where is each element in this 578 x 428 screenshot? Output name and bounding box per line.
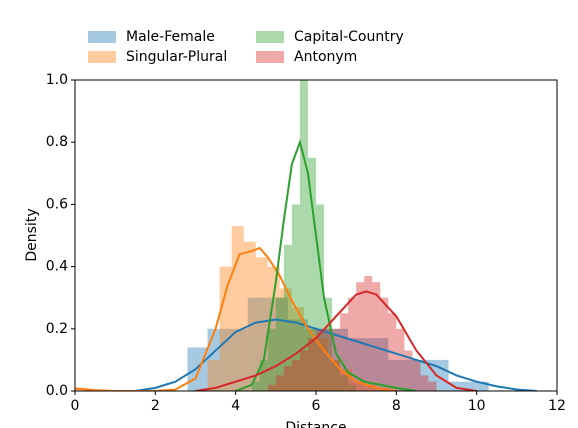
hist-bar (307, 328, 329, 391)
hist-bar (291, 204, 300, 391)
hist-bar (207, 359, 220, 391)
hist-bar (420, 375, 429, 391)
hist-bar (372, 282, 381, 391)
x-tick-label: 4 (231, 398, 240, 414)
y-tick-label: 1.0 (46, 72, 68, 88)
hist-bar (275, 297, 284, 391)
hist-bar (364, 275, 373, 391)
hist-bar (348, 338, 369, 391)
hist-bar (299, 80, 308, 391)
hist-bar (348, 384, 357, 391)
plot-area (75, 80, 537, 391)
x-tick-label: 0 (71, 398, 80, 414)
y-tick-label: 0.8 (46, 134, 68, 150)
x-tick-label: 2 (151, 398, 160, 414)
hist-bar (219, 266, 232, 391)
hist-bar (412, 359, 421, 391)
hist-bar (368, 338, 389, 391)
x-tick-label: 10 (468, 398, 486, 414)
hist-bar (307, 338, 316, 391)
legend-swatch (88, 51, 116, 63)
hist-bar (299, 350, 308, 391)
hist-bar (348, 297, 357, 391)
hist-bar (468, 381, 489, 391)
y-tick-label: 0.0 (46, 383, 68, 399)
x-tick-label: 12 (548, 398, 566, 414)
x-axis-label: Distance (285, 420, 346, 428)
hist-bar (316, 204, 325, 391)
hist-bar (364, 384, 377, 391)
legend-label: Capital-Country (294, 29, 404, 45)
kde-line (195, 290, 477, 391)
hist-bar (291, 359, 300, 391)
x-tick-label: 8 (392, 398, 401, 414)
kde-line (75, 246, 397, 391)
hist-bar (408, 359, 429, 391)
hist-bar (328, 359, 341, 391)
x-tick-label: 6 (312, 398, 321, 414)
hist-bar (283, 366, 292, 391)
hist-bar (267, 328, 276, 391)
hist-bar (396, 328, 405, 391)
hist-bar (267, 384, 276, 391)
hist-bar (404, 350, 413, 391)
hist-bar (227, 328, 248, 391)
hist-bar (279, 288, 292, 391)
hist-bar (307, 157, 316, 391)
hist-bar (340, 369, 353, 391)
hist-bar (243, 241, 256, 391)
hist-bar (291, 307, 304, 391)
hist-bar (352, 381, 365, 391)
hist-bar (428, 381, 437, 391)
hist-bar (332, 328, 341, 391)
hist-bar (275, 375, 284, 391)
legend-swatch (256, 31, 284, 43)
y-axis-label: Density (24, 208, 40, 261)
hist-bar (287, 319, 308, 391)
hist-bar (259, 359, 268, 391)
hist-bar (283, 244, 292, 391)
legend-swatch (88, 31, 116, 43)
legend-label: Singular-Plural (126, 49, 227, 65)
hist-bar (332, 359, 341, 391)
hist-bar (428, 359, 449, 391)
y-tick-label: 0.2 (46, 321, 68, 337)
legend-swatch (256, 51, 284, 63)
hist-bar (316, 328, 325, 391)
hist-bar (448, 381, 469, 391)
legend-label: Male-Female (126, 29, 215, 45)
hist-bar (324, 328, 333, 391)
legend-label: Antonym (294, 49, 357, 65)
hist-bar (267, 266, 280, 391)
hist-bar (340, 313, 349, 391)
y-tick-label: 0.4 (46, 259, 68, 275)
hist-bar (231, 226, 244, 391)
kde-line (235, 138, 417, 391)
hist-bar (324, 297, 333, 391)
hist-bar (388, 359, 409, 391)
hist-bar (251, 381, 260, 391)
hist-bar (340, 375, 349, 391)
hist-bar (356, 282, 365, 391)
hist-bar (380, 297, 389, 391)
y-tick-label: 0.6 (46, 196, 68, 212)
